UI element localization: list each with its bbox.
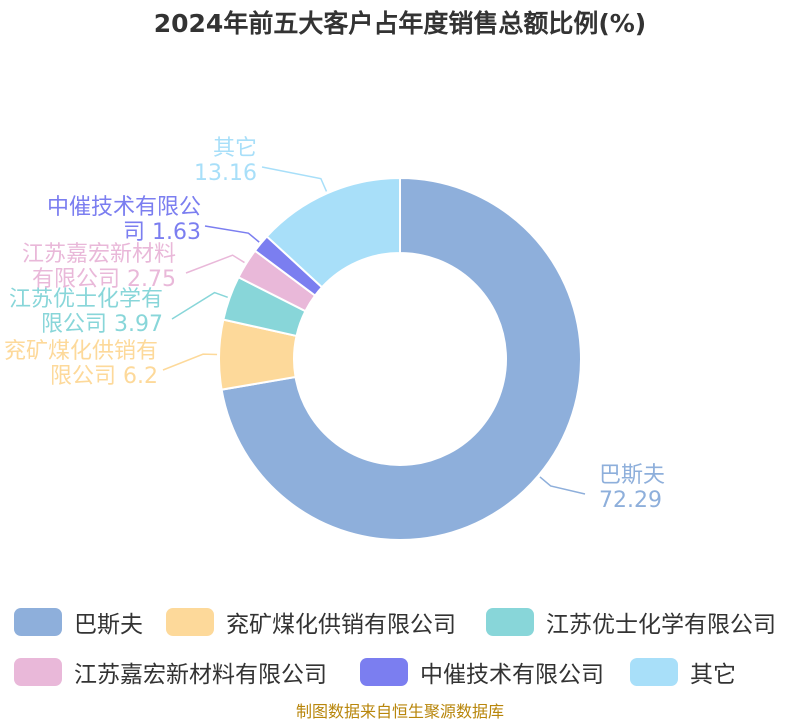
legend-label: 江苏优士化学有限公司 — [546, 612, 776, 638]
slice-label-2: 江苏优士化学有限公司 3.97 — [9, 287, 163, 337]
legend-label: 其它 — [690, 662, 736, 688]
slice-label-line: 巴斯夫 — [599, 463, 665, 488]
legend-item-youshi[interactable]: 江苏优士化学有限公司 — [486, 604, 776, 640]
leader-line-2 — [171, 291, 228, 320]
slice-label-line: 中催技术有限公 — [47, 195, 201, 220]
slice-label-line: 兖矿煤化供销有 — [4, 339, 158, 364]
legend-item-basf[interactable]: 巴斯夫 — [14, 604, 143, 640]
legend-swatch — [166, 608, 214, 636]
slice-label-line: 限公司 3.97 — [41, 312, 163, 337]
legend-label: 巴斯夫 — [74, 612, 143, 638]
slice-label-line: 司 1.63 — [123, 220, 201, 245]
slice-label-5: 其它 13.16 — [194, 136, 257, 186]
legend-swatch — [630, 658, 678, 686]
slice-label-line: 其它 — [213, 136, 257, 161]
leader-line-3 — [185, 254, 245, 274]
leader-line-1 — [162, 353, 218, 371]
slice-label-line: 江苏优士化学有 — [9, 287, 163, 312]
slice-label-line: 72.29 — [599, 488, 662, 513]
slice-label-1: 兖矿煤化供销有限公司 6.2 — [4, 339, 158, 389]
slice-label-0: 巴斯夫 72.29 — [599, 463, 665, 513]
donut-slice-0[interactable] — [220, 176, 582, 541]
slice-label-line: 13.16 — [194, 161, 257, 186]
slice-label-line: 限公司 6.2 — [50, 364, 158, 389]
leader-line-4 — [204, 225, 260, 243]
legend-swatch — [486, 608, 534, 636]
leader-line-0 — [539, 476, 586, 495]
slice-label-4: 中催技术有限公司 1.63 — [47, 195, 201, 245]
donut-slice-5[interactable] — [265, 176, 401, 289]
chart-title: 2024年前五大客户占年度销售总额比例(%) — [153, 9, 647, 38]
slice-label-3: 江苏嘉宏新材料有限公司 2.75 — [22, 242, 176, 292]
legend-label: 江苏嘉宏新材料有限公司 — [74, 662, 327, 688]
slice-label-line: 江苏嘉宏新材料 — [22, 242, 176, 267]
legend-label: 兖矿煤化供销有限公司 — [226, 612, 456, 638]
source-note: 制图数据来自恒生聚源数据库 — [295, 702, 504, 721]
legend-label: 中催技术有限公司 — [420, 662, 604, 688]
legend-item-yankuang[interactable]: 兖矿煤化供销有限公司 — [166, 604, 456, 640]
legend-swatch — [14, 608, 62, 636]
legend-item-zhongcui[interactable]: 中催技术有限公司 — [360, 654, 604, 690]
leader-line-5 — [261, 166, 328, 192]
legend-swatch — [360, 658, 408, 686]
slice-label-line: 有限公司 2.75 — [32, 267, 176, 292]
legend-item-jiahong[interactable]: 江苏嘉宏新材料有限公司 — [14, 654, 327, 690]
legend-item-other[interactable]: 其它 — [630, 654, 736, 690]
legend-swatch — [14, 658, 62, 686]
